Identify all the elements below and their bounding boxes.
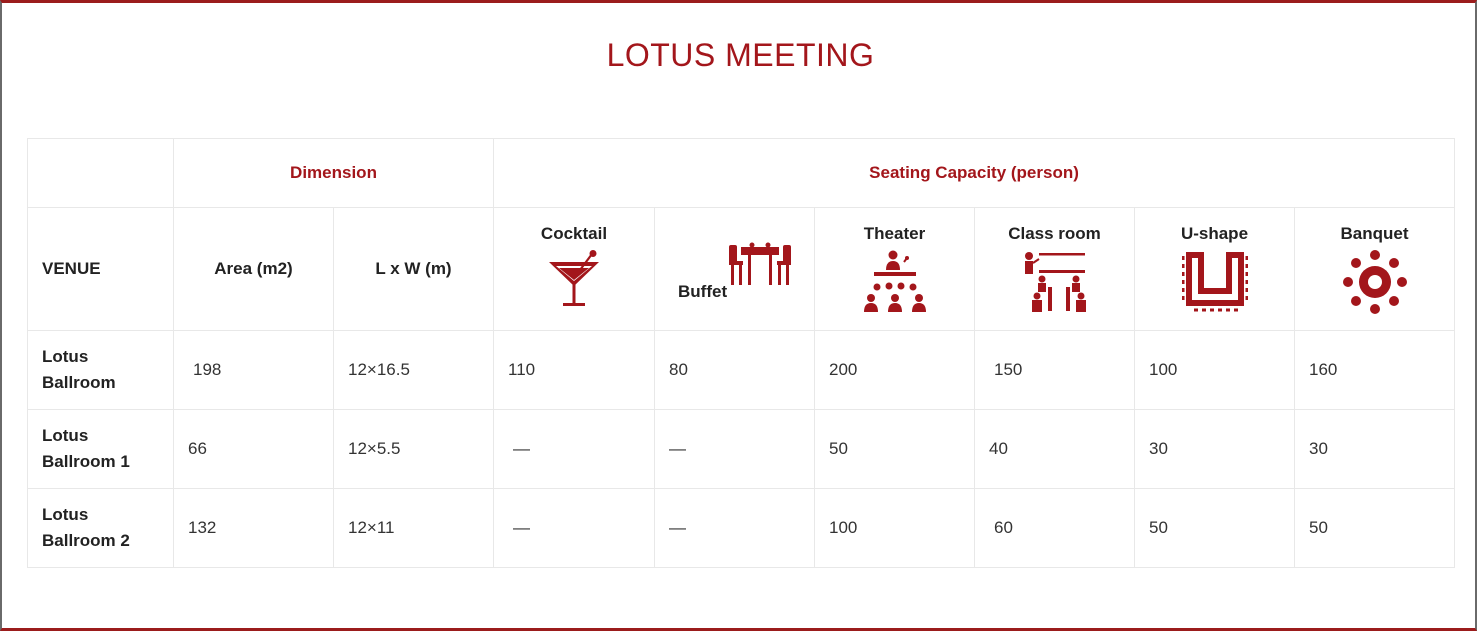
cocktail-label: Cocktail bbox=[540, 224, 608, 243]
lxw-cell: 12×5.5 bbox=[333, 409, 494, 489]
banquet-round-table-icon bbox=[1342, 250, 1407, 314]
area-cell: 198 bbox=[173, 330, 334, 410]
venue-name-line: Ballroom 1 bbox=[42, 452, 130, 471]
venue-name-line: Ballroom 2 bbox=[42, 531, 130, 550]
venue-header: VENUE bbox=[27, 207, 174, 331]
area-cell: 132 bbox=[173, 488, 334, 568]
lxw-header: L x W (m) bbox=[333, 207, 494, 331]
banquet-header: Banquet bbox=[1293, 207, 1456, 331]
venue-name-cell: Lotus Ballroom 1 bbox=[27, 409, 174, 489]
lxw-cell: 12×16.5 bbox=[333, 330, 494, 410]
classroom-header: Class room bbox=[974, 207, 1135, 331]
venue-name-cell: Lotus Ballroom bbox=[27, 330, 174, 410]
ushape-label: U-shape bbox=[1180, 224, 1249, 243]
table-row: Lotus Ballroom 1 66 12×5.5 — — 50 40 30 … bbox=[27, 409, 1456, 489]
classroom-label: Class room bbox=[1008, 224, 1101, 243]
buffet-table-icon bbox=[729, 242, 791, 285]
banquet-cell: 50 bbox=[1293, 488, 1456, 568]
ushape-header: U-shape bbox=[1134, 207, 1295, 331]
ushape-cell: 100 bbox=[1134, 330, 1295, 410]
dimension-group-header: Dimension bbox=[173, 138, 494, 208]
table-row: Lotus Ballroom 2 132 12×11 — — 100 60 50… bbox=[27, 488, 1456, 568]
venue-name-cell: Lotus Ballroom 2 bbox=[27, 488, 174, 568]
cocktail-cell: — bbox=[493, 409, 655, 489]
cocktail-cell: — bbox=[493, 488, 655, 568]
group-header-row: Dimension Seating Capacity (person) bbox=[27, 138, 1456, 208]
theater-cell: 50 bbox=[814, 409, 975, 489]
venue-name-line: Lotus bbox=[42, 347, 89, 366]
banquet-cell: 30 bbox=[1293, 409, 1456, 489]
capacity-table: Dimension Seating Capacity (person) VENU… bbox=[27, 138, 1456, 568]
ushape-cell: 30 bbox=[1134, 409, 1295, 489]
classroom-seating-icon bbox=[1024, 252, 1086, 312]
cocktail-glass-icon bbox=[549, 250, 599, 306]
lxw-cell: 12×11 bbox=[333, 488, 494, 568]
theater-cell: 100 bbox=[814, 488, 975, 568]
column-header-row: VENUE Area (m2) L x W (m) Cocktail Buffe… bbox=[27, 207, 1456, 331]
area-cell: 66 bbox=[173, 409, 334, 489]
buffet-cell: — bbox=[654, 409, 815, 489]
table-row: Lotus Ballroom 198 12×16.5 110 80 200 15… bbox=[27, 330, 1456, 410]
classroom-cell: 40 bbox=[974, 409, 1135, 489]
page-title: LOTUS MEETING bbox=[606, 37, 875, 73]
buffet-label: Buffet bbox=[678, 282, 728, 301]
ushape-cell: 50 bbox=[1134, 488, 1295, 568]
empty-corner-cell bbox=[27, 138, 174, 208]
classroom-cell: 60 bbox=[974, 488, 1135, 568]
venue-name-line: Ballroom bbox=[42, 373, 116, 392]
cocktail-cell: 110 bbox=[493, 330, 655, 410]
venue-name-line: Lotus bbox=[42, 426, 89, 445]
venue-name-line: Lotus bbox=[42, 505, 89, 524]
buffet-header: Buffet bbox=[654, 207, 815, 331]
classroom-cell: 150 bbox=[974, 330, 1135, 410]
banquet-cell: 160 bbox=[1293, 330, 1456, 410]
theater-seating-icon bbox=[863, 250, 926, 312]
area-header: Area (m2) bbox=[173, 207, 334, 331]
buffet-cell: 80 bbox=[654, 330, 815, 410]
theater-header: Theater bbox=[814, 207, 975, 331]
seating-group-header: Seating Capacity (person) bbox=[492, 138, 1456, 208]
u-shape-seating-icon bbox=[1181, 252, 1248, 312]
cocktail-header: Cocktail bbox=[493, 207, 655, 331]
buffet-cell: — bbox=[654, 488, 815, 568]
theater-label: Theater bbox=[863, 224, 926, 243]
theater-cell: 200 bbox=[814, 330, 975, 410]
banquet-label: Banquet bbox=[1340, 224, 1409, 243]
